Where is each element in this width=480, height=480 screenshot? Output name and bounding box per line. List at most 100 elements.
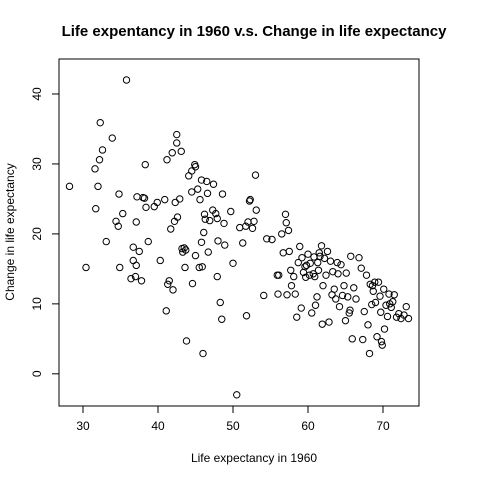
- data-point: [251, 171, 260, 179]
- data-point: [296, 242, 304, 251]
- data-point: [299, 268, 308, 277]
- data-point: [369, 287, 377, 295]
- data-point: [195, 263, 203, 272]
- data-point: [91, 165, 99, 173]
- data-point: [98, 146, 107, 154]
- data-point: [346, 306, 354, 314]
- data-point: [196, 195, 204, 204]
- x-tick-label: 60: [301, 419, 315, 433]
- data-point: [373, 333, 381, 341]
- data-point: [325, 318, 333, 326]
- data-point: [350, 284, 358, 292]
- data-point: [313, 293, 321, 301]
- data-point: [200, 228, 208, 237]
- data-point: [82, 263, 90, 272]
- data-point: [390, 291, 398, 299]
- data-point: [387, 303, 395, 312]
- data-point: [374, 278, 383, 286]
- data-point: [273, 271, 281, 279]
- data-point: [168, 149, 176, 157]
- data-point: [357, 264, 365, 272]
- data-point: [165, 277, 173, 285]
- x-axis: 30 40 50 60 70: [76, 405, 390, 433]
- data-point: [171, 198, 179, 207]
- data-point: [137, 277, 146, 285]
- data-point: [127, 274, 135, 283]
- data-point: [284, 226, 293, 235]
- data-point: [268, 235, 276, 244]
- data-point: [173, 139, 181, 147]
- data-points: [65, 76, 413, 399]
- data-point: [338, 291, 347, 300]
- data-point: [263, 235, 271, 243]
- data-point: [102, 237, 110, 246]
- data-point: [320, 254, 329, 263]
- data-point: [188, 167, 196, 175]
- data-point: [318, 320, 326, 328]
- data-point: [359, 335, 367, 344]
- data-point: [133, 193, 141, 201]
- x-tick-label: 30: [76, 419, 90, 433]
- data-point: [376, 292, 384, 300]
- data-point: [242, 222, 250, 230]
- data-point: [248, 224, 257, 233]
- plot-frame: [58, 58, 420, 407]
- data-point: [400, 311, 408, 319]
- data-point: [144, 237, 152, 246]
- data-point: [378, 341, 386, 349]
- data-point: [153, 198, 161, 207]
- data-point: [389, 298, 397, 306]
- data-point: [203, 189, 212, 198]
- data-point: [218, 315, 226, 323]
- data-point: [239, 239, 247, 247]
- y-tick-label: 30: [30, 157, 44, 171]
- data-point: [290, 272, 298, 281]
- data-point: [311, 272, 319, 281]
- data-point: [177, 147, 185, 156]
- data-point: [281, 210, 290, 219]
- data-point: [297, 304, 305, 312]
- data-point: [342, 269, 350, 277]
- data-point: [319, 281, 327, 290]
- data-point: [197, 176, 206, 184]
- data-point: [364, 321, 372, 329]
- data-point: [294, 258, 302, 267]
- data-point: [218, 190, 227, 198]
- data-point: [337, 260, 345, 269]
- x-tick-label: 40: [151, 419, 165, 433]
- data-point: [176, 195, 184, 203]
- data-point: [65, 182, 74, 191]
- data-point: [140, 194, 149, 202]
- data-point: [334, 270, 342, 278]
- data-point: [119, 209, 127, 218]
- data-point: [285, 247, 293, 256]
- data-point: [306, 259, 314, 267]
- data-point: [214, 237, 222, 245]
- data-point: [156, 256, 164, 265]
- data-point: [220, 219, 228, 228]
- data-point: [252, 206, 260, 214]
- y-axis-label: Change in life expectancy: [3, 163, 17, 300]
- data-point: [345, 309, 353, 317]
- data-point: [188, 188, 196, 196]
- data-point: [161, 195, 169, 204]
- data-point: [332, 295, 340, 303]
- data-point: [229, 259, 237, 267]
- data-point: [282, 219, 290, 227]
- data-point: [199, 349, 207, 358]
- data-point: [191, 251, 200, 260]
- data-point: [114, 222, 122, 230]
- data-point: [311, 301, 320, 309]
- data-point: [260, 291, 268, 300]
- data-point: [250, 217, 258, 226]
- data-point: [163, 156, 171, 164]
- data-point: [213, 272, 221, 281]
- data-point: [209, 180, 218, 188]
- data-point: [283, 291, 291, 299]
- data-point: [203, 177, 211, 186]
- data-point: [402, 302, 410, 311]
- data-point: [347, 252, 355, 260]
- data-point: [314, 258, 322, 267]
- data-point: [385, 290, 393, 298]
